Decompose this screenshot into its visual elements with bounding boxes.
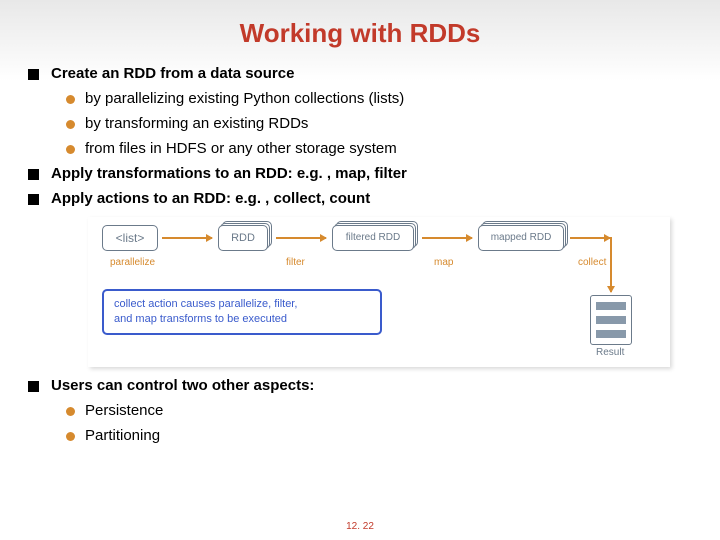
label-filter: filter <box>286 257 305 268</box>
result-label: Result <box>596 347 624 358</box>
bullet-text: from files in HDFS or any other storage … <box>85 140 397 157</box>
arrow-filter <box>276 237 326 239</box>
bullet-text: Create an RDD from a data source <box>51 65 294 82</box>
filtered-rdd-node: filtered RDD <box>332 225 408 255</box>
bullet-text: by parallelizing existing Python collect… <box>85 90 404 107</box>
bullet-text: Apply transformations to an RDD: e.g. , … <box>51 165 407 182</box>
bullet-user-control: Users can control two other aspects: <box>28 377 700 394</box>
square-bullet-icon <box>28 381 39 392</box>
callout-box: collect action causes parallelize, filte… <box>102 289 382 335</box>
label-parallelize: parallelize <box>110 257 155 268</box>
slide-body: Create an RDD from a data source by para… <box>0 65 720 444</box>
bullet-text: by transforming an existing RDDs <box>85 115 308 132</box>
slide-number: 12. 22 <box>0 521 720 532</box>
round-bullet-icon <box>66 407 75 416</box>
arrow-collect-h <box>570 237 610 239</box>
callout-line1: collect action causes parallelize, filte… <box>114 297 370 312</box>
bullet-actions: Apply actions to an RDD: e.g. , collect,… <box>28 190 700 207</box>
square-bullet-icon <box>28 69 39 80</box>
rdd-node: RDD <box>218 225 294 255</box>
slide-title: Working with RDDs <box>0 0 720 65</box>
bullet-create-rdd: Create an RDD from a data source <box>28 65 700 82</box>
list-node: <list> <box>102 225 158 251</box>
round-bullet-icon <box>66 120 75 129</box>
rdd-pipeline-diagram: <list> parallelize RDD filter filtered R… <box>88 217 670 367</box>
arrow-collect-v <box>610 237 612 292</box>
arrow-parallelize <box>162 237 212 239</box>
bullet-transformations: Apply transformations to an RDD: e.g. , … <box>28 165 700 182</box>
arrow-map <box>422 237 472 239</box>
sub-bullet-parallelize: by parallelizing existing Python collect… <box>66 90 700 107</box>
sub-bullet-transform: by transforming an existing RDDs <box>66 115 700 132</box>
sub-bullet-partitioning: Partitioning <box>66 427 700 444</box>
round-bullet-icon <box>66 432 75 441</box>
square-bullet-icon <box>28 194 39 205</box>
sub-bullet-hdfs: from files in HDFS or any other storage … <box>66 140 700 157</box>
bullet-text: Apply actions to an RDD: e.g. , collect,… <box>51 190 370 207</box>
round-bullet-icon <box>66 145 75 154</box>
sub-bullet-persistence: Persistence <box>66 402 700 419</box>
bullet-text: Persistence <box>85 402 163 419</box>
mapped-rdd-node: mapped RDD <box>478 225 554 255</box>
result-icon <box>590 295 632 345</box>
square-bullet-icon <box>28 169 39 180</box>
label-map: map <box>434 257 453 268</box>
label-collect: collect <box>578 257 606 268</box>
bullet-text: Partitioning <box>85 427 160 444</box>
round-bullet-icon <box>66 95 75 104</box>
callout-line2: and map transforms to be executed <box>114 312 370 327</box>
bullet-text: Users can control two other aspects: <box>51 377 314 394</box>
